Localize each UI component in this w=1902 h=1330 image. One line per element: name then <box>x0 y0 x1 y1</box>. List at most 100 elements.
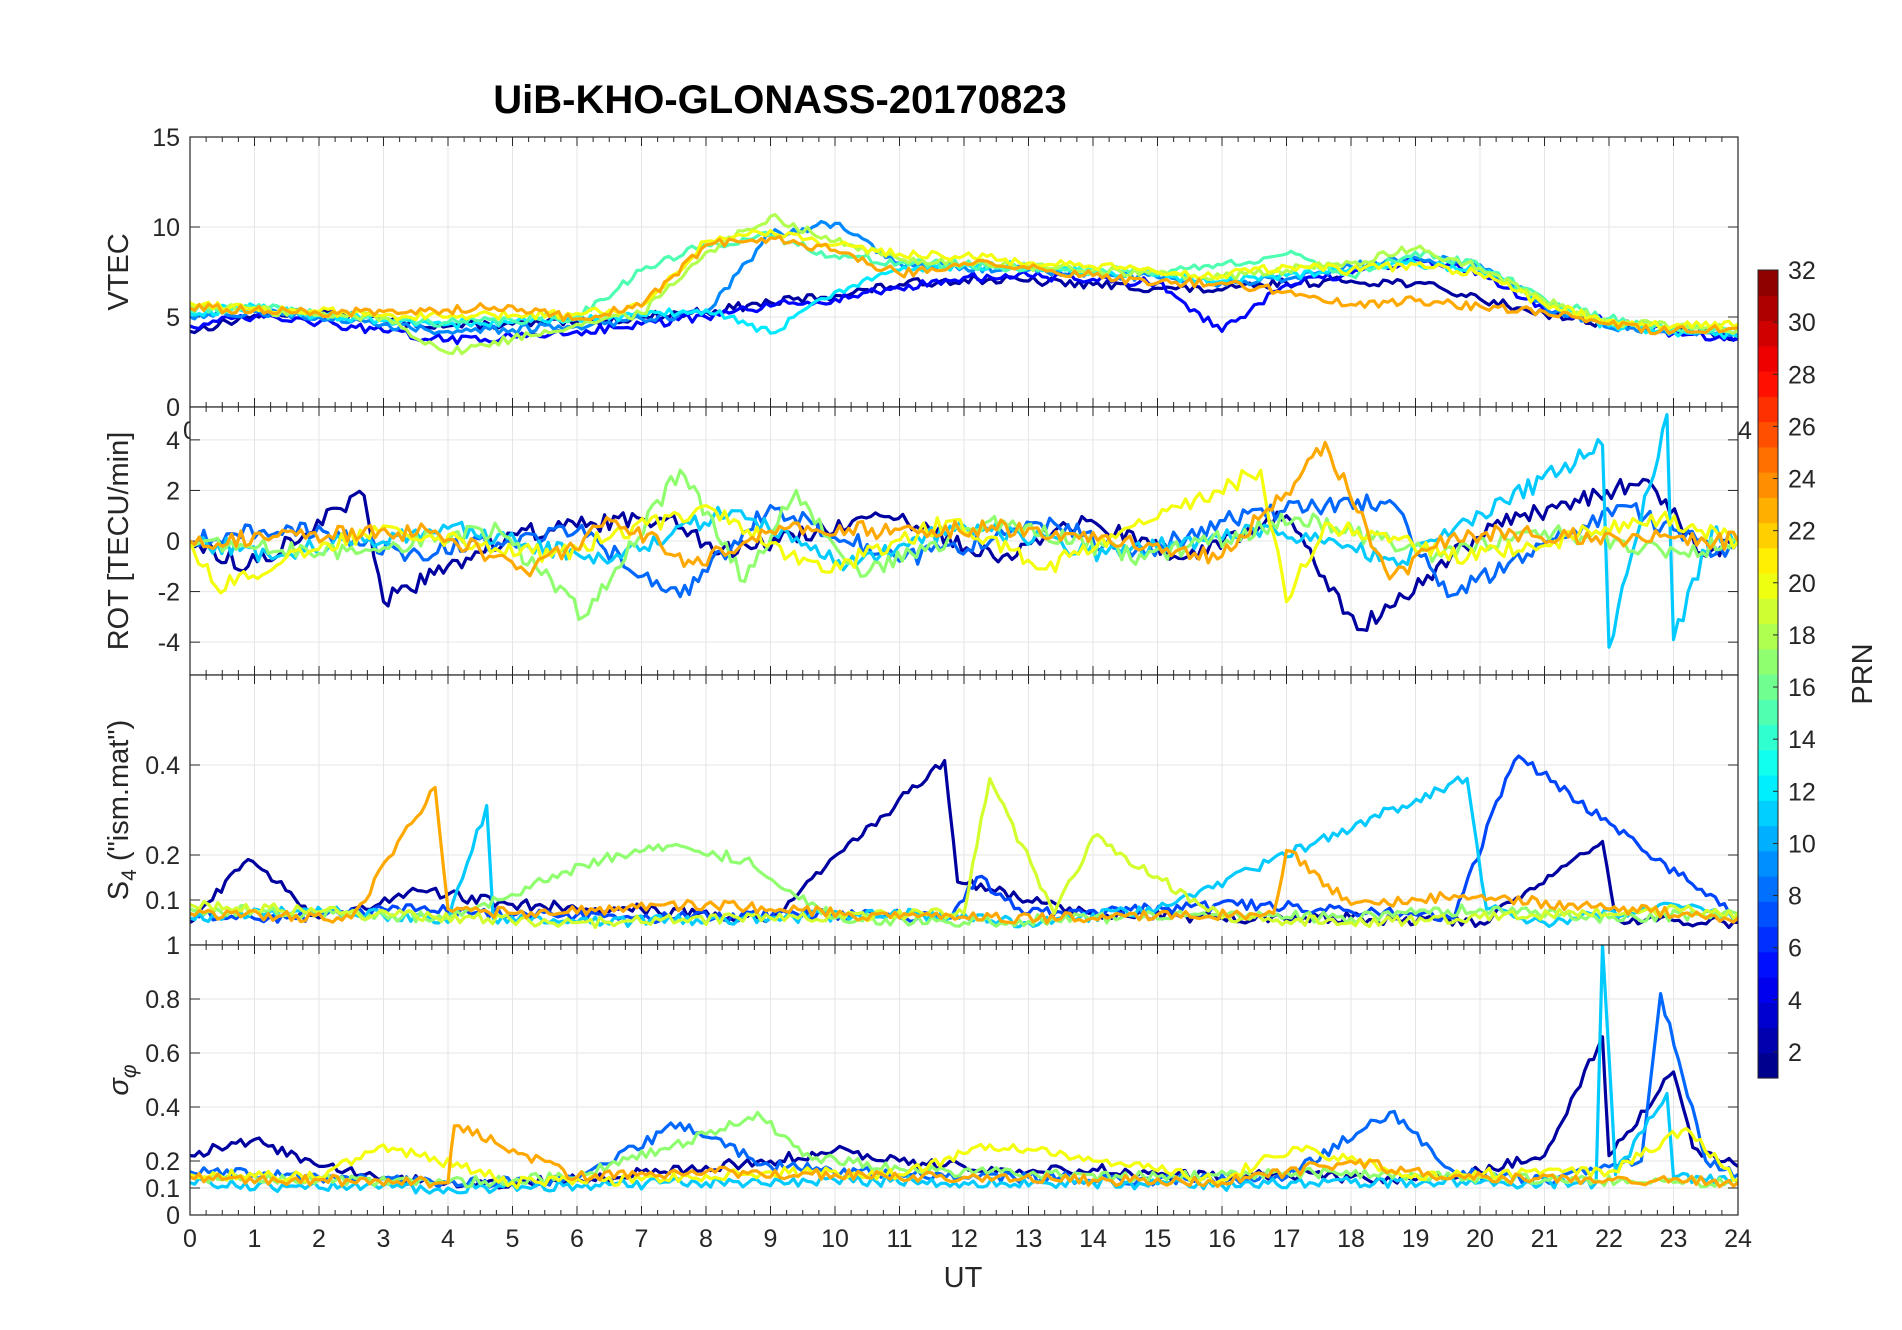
colorbar-segment <box>1758 901 1778 928</box>
colorbar-segment <box>1758 1052 1778 1079</box>
colorbar-tick-label: 10 <box>1788 830 1816 858</box>
y-tick-label: -2 <box>158 579 180 607</box>
colorbar-segment <box>1758 775 1778 801</box>
colorbar-tick-label: 20 <box>1788 570 1816 598</box>
panel-s4: 0.1 0.2 0.4S4 ("ism.mat") <box>103 674 1739 946</box>
colorbar-segment <box>1758 345 1778 372</box>
panels: 0510150123456789101112131415161718192021… <box>103 124 1752 1253</box>
colorbar-segment <box>1758 951 1778 978</box>
chart-title: UiB-KHO-GLONASS-20170823 <box>493 78 1067 122</box>
y-tick-label: 0 <box>166 394 180 422</box>
colorbar-segment <box>1758 674 1778 700</box>
colorbar-segment <box>1758 446 1778 473</box>
colorbar-tick-label: 26 <box>1788 413 1816 441</box>
y-tick-label: -4 <box>158 629 180 657</box>
x-tick-label: 1 <box>248 1225 262 1253</box>
y-tick-label: 4 <box>166 427 180 455</box>
series-line-prn-11 <box>190 945 1738 1195</box>
colorbar-segment <box>1758 598 1778 625</box>
colorbar-tick-label: 18 <box>1788 622 1816 650</box>
series-line-prn-23 <box>190 440 1738 581</box>
x-tick-label: 2 <box>312 1225 326 1253</box>
series-line-prn-23 <box>190 785 1738 925</box>
colorbar-tick-label: 24 <box>1788 466 1816 494</box>
y-tick-label: 10 <box>152 214 180 242</box>
colorbar-segment <box>1758 977 1778 1003</box>
y-tick-label: 0.4 <box>145 752 180 780</box>
colorbar-segment <box>1758 623 1778 650</box>
colorbar-segment <box>1758 295 1778 322</box>
series-line-prn-2 <box>190 758 1738 929</box>
colorbar-segment <box>1758 699 1778 726</box>
x-tick-label: 7 <box>635 1225 649 1253</box>
y-tick-label: 2 <box>166 477 180 505</box>
series-group <box>190 213 1738 356</box>
colorbar-tick-label: 30 <box>1788 309 1816 337</box>
y-tick-label: 1 <box>166 932 180 960</box>
colorbar-segment <box>1758 522 1778 549</box>
x-tick-label: 8 <box>699 1225 713 1253</box>
x-tick-label: 14 <box>1079 1225 1107 1253</box>
series-line-prn-23 <box>190 1124 1738 1189</box>
colorbar-tick-label: 12 <box>1788 778 1816 806</box>
y-tick-label: 0 <box>166 1202 180 1230</box>
colorbar-segment <box>1758 270 1778 296</box>
y-tick-label: 0.1 <box>145 1175 180 1203</box>
x-tick-label: 6 <box>570 1225 584 1253</box>
y-tick-label: 0 <box>166 528 180 556</box>
colorbar-segment <box>1758 1002 1778 1029</box>
y-tick-label: 0.1 <box>145 887 180 915</box>
series-group <box>190 413 1738 649</box>
y-axis-label: S4 ("ism.mat") <box>103 720 141 901</box>
x-tick-label: 3 <box>377 1225 391 1253</box>
colorbar-tick-label: 32 <box>1788 257 1816 285</box>
colorbar-segment <box>1758 547 1778 574</box>
series-line-prn-7 <box>190 754 1738 925</box>
colorbar-segment <box>1758 421 1778 448</box>
x-tick-label: 11 <box>887 1225 913 1253</box>
x-tick-label: 10 <box>821 1225 849 1253</box>
x-tick-label: 20 <box>1466 1225 1494 1253</box>
colorbar-segment <box>1758 876 1778 902</box>
colorbar-segment <box>1758 749 1778 776</box>
x-tick-label: 18 <box>1337 1225 1365 1253</box>
colorbar-label: PRN <box>1847 643 1879 704</box>
colorbar-segment <box>1758 371 1778 397</box>
colorbar-segment <box>1758 724 1778 751</box>
x-tick-label: 22 <box>1595 1225 1623 1253</box>
x-tick-label: 19 <box>1402 1225 1430 1253</box>
colorbar-segment <box>1758 573 1778 599</box>
y-axis-label: ROT [TECU/min] <box>103 432 135 651</box>
x-tick-label: 12 <box>950 1225 978 1253</box>
colorbar-segment <box>1758 825 1778 852</box>
series-line-prn-19 <box>190 776 1738 930</box>
colorbar-tick-label: 14 <box>1788 726 1816 754</box>
x-tick-label: 0 <box>183 1225 197 1253</box>
colorbar-segment <box>1758 648 1778 675</box>
x-tick-label: 16 <box>1208 1225 1236 1253</box>
colorbar-tick-label: 4 <box>1788 987 1802 1015</box>
x-tick-label: 5 <box>506 1225 520 1253</box>
series-line-prn-2 <box>190 477 1738 632</box>
y-axis-label: VTEC <box>103 233 135 310</box>
y-tick-label: 0.8 <box>145 986 180 1014</box>
x-tick-label: 9 <box>764 1225 778 1253</box>
colorbar-tick-label: 2 <box>1788 1039 1802 1067</box>
series-line-prn-20 <box>190 1127 1738 1190</box>
x-tick-label: 13 <box>1015 1225 1043 1253</box>
colorbar-segment <box>1758 1027 1778 1054</box>
y-tick-label: 0.6 <box>145 1040 180 1068</box>
y-tick-label: 0.2 <box>145 842 180 870</box>
series-line-prn-20 <box>190 229 1738 331</box>
series-line-prn-8 <box>190 493 1738 599</box>
colorbar-segment <box>1758 472 1778 498</box>
colorbar-segment <box>1758 497 1778 524</box>
x-axis-label: UT <box>944 1262 983 1294</box>
y-tick-label: 0.4 <box>145 1094 180 1122</box>
y-tick-label: 15 <box>152 124 180 152</box>
colorbar-tick-label: 22 <box>1788 518 1816 546</box>
panel-sigma_phi: 00.10.20.40.60.810 1 2 3 4 5 6 7 8 9 10 11 12 13 14 15 1… <box>103 932 1752 1253</box>
series-line-prn-23 <box>190 234 1738 336</box>
